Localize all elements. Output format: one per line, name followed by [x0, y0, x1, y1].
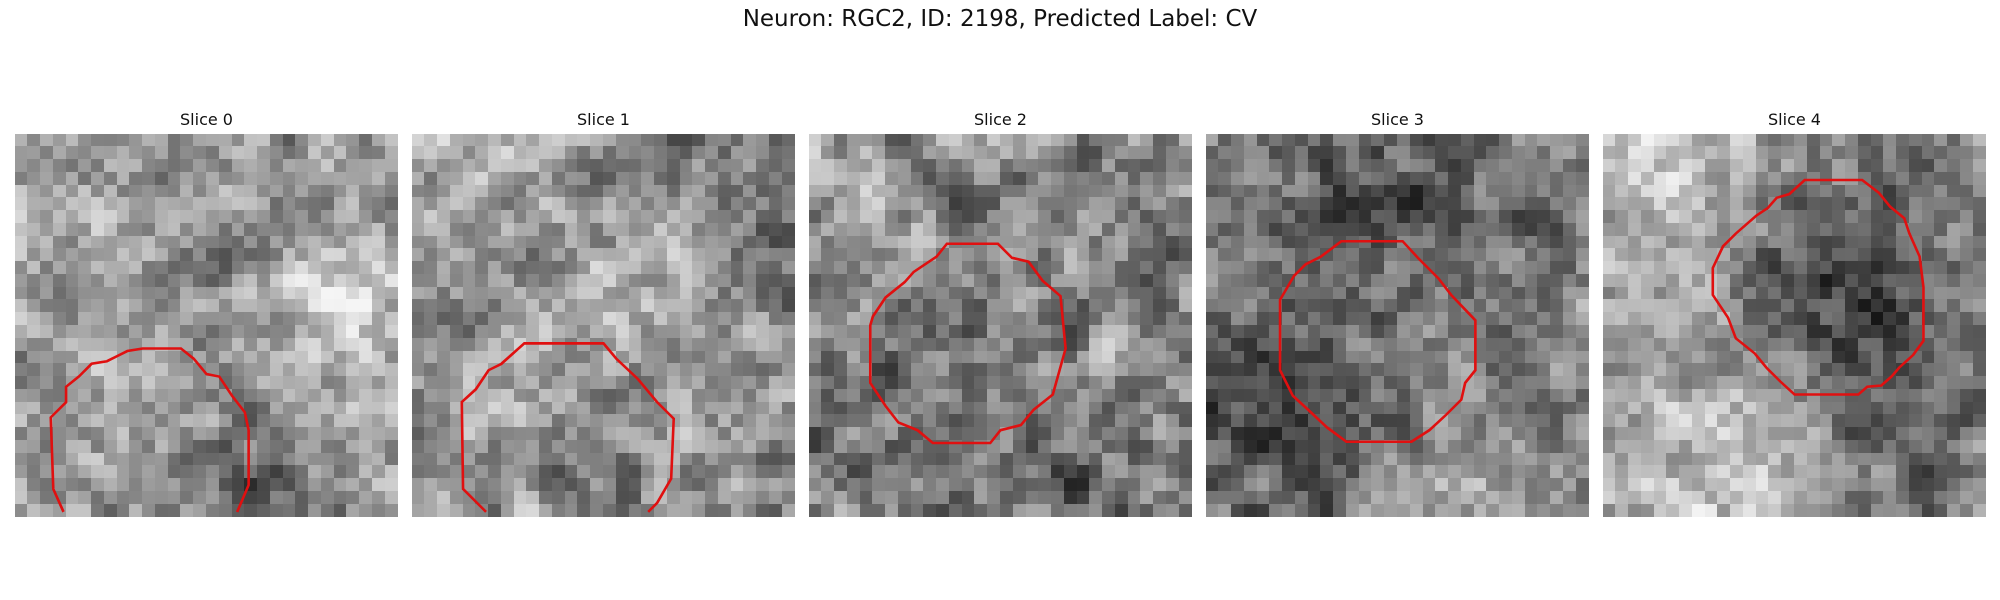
slice-image: [15, 134, 398, 517]
microscopy-slice: [1603, 134, 1986, 517]
slice-image: [1206, 134, 1589, 517]
slice-image: [412, 134, 795, 517]
slice-image: [1603, 134, 1986, 517]
figure-title: Neuron: RGC2, ID: 2198, Predicted Label:…: [742, 6, 1258, 32]
microscopy-slice: [15, 134, 398, 517]
slice-panel-2: Slice 2: [809, 108, 1192, 517]
slice-panel-4: Slice 4: [1603, 108, 1986, 517]
slice-title: Slice 4: [1768, 110, 1821, 129]
slice-panel-1: Slice 1: [412, 108, 795, 517]
slice-title: Slice 1: [577, 110, 630, 129]
slice-image: [809, 134, 1192, 517]
microscopy-slice: [412, 134, 795, 517]
slice-panel-0: Slice 0: [15, 108, 398, 517]
slice-panel-3: Slice 3: [1206, 108, 1589, 517]
microscopy-slice: [1206, 134, 1589, 517]
microscopy-slice: [809, 134, 1192, 517]
slice-title: Slice 2: [974, 110, 1027, 129]
slice-title: Slice 0: [180, 110, 233, 129]
slice-title: Slice 3: [1371, 110, 1424, 129]
